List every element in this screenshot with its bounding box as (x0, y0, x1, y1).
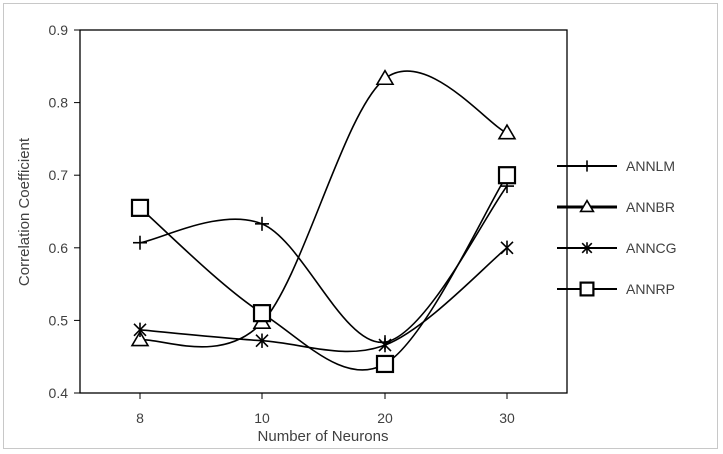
y-tick-label: 0.4 (49, 385, 69, 401)
x-tick-label: 8 (136, 410, 144, 426)
data-point-triangle (130, 330, 150, 347)
y-tick-label: 0.5 (49, 312, 69, 328)
data-point-star (581, 242, 593, 254)
legend: ANNLM ANNBR ANNCG ANNRP (557, 158, 677, 297)
y-tick-label: 0.8 (49, 95, 69, 111)
series-line (139, 247, 508, 353)
x-axis: 8 10 20 30 (136, 393, 515, 426)
data-point-square (375, 354, 395, 374)
legend-label: ANNCG (626, 240, 677, 256)
series-line (139, 185, 508, 343)
data-point-star (378, 337, 392, 353)
y-axis-title: Correlation Coefficient (16, 137, 33, 286)
data-point-star (133, 322, 147, 338)
data-point-star (255, 333, 269, 348)
data-point-triangle (579, 199, 595, 213)
plot-area (79, 29, 568, 394)
data-point-star (500, 240, 514, 255)
legend-item-annbr: ANNBR (557, 199, 675, 215)
legend-label: ANNLM (626, 158, 675, 174)
y-tick-label: 0.6 (49, 240, 69, 256)
chart-frame (3, 3, 718, 449)
x-tick-label: 20 (377, 410, 393, 426)
series-anncg (133, 240, 514, 353)
series-annrp (130, 166, 517, 374)
y-tick-label: 0.9 (49, 22, 69, 38)
y-tick-label: 0.7 (49, 167, 69, 183)
legend-item-anncg: ANNCG (557, 240, 677, 256)
legend-label: ANNRP (626, 281, 675, 297)
data-point-triangle (375, 69, 395, 86)
series-group (130, 69, 517, 374)
data-point-plus (133, 235, 147, 250)
legend-label: ANNBR (626, 199, 675, 215)
data-point-square (579, 281, 595, 297)
data-point-square (130, 198, 150, 217)
data-point-triangle (497, 123, 517, 140)
series-annbr (130, 69, 517, 348)
data-point-plus (581, 160, 593, 172)
data-point-square (497, 166, 517, 185)
x-axis-title: Number of Neurons (258, 428, 389, 445)
series-annlm (133, 179, 514, 350)
data-point-plus (255, 216, 269, 231)
x-tick-label: 10 (254, 410, 270, 426)
y-axis: 0.4 0.5 0.6 0.7 0.8 0.9 (49, 22, 80, 401)
x-tick-label: 30 (499, 410, 515, 426)
series-line (139, 174, 508, 371)
data-point-square (252, 304, 272, 323)
series-line (139, 70, 508, 348)
legend-item-annrp: ANNRP (557, 281, 675, 297)
legend-item-annlm: ANNLM (557, 158, 675, 174)
plot-border (79, 29, 568, 394)
